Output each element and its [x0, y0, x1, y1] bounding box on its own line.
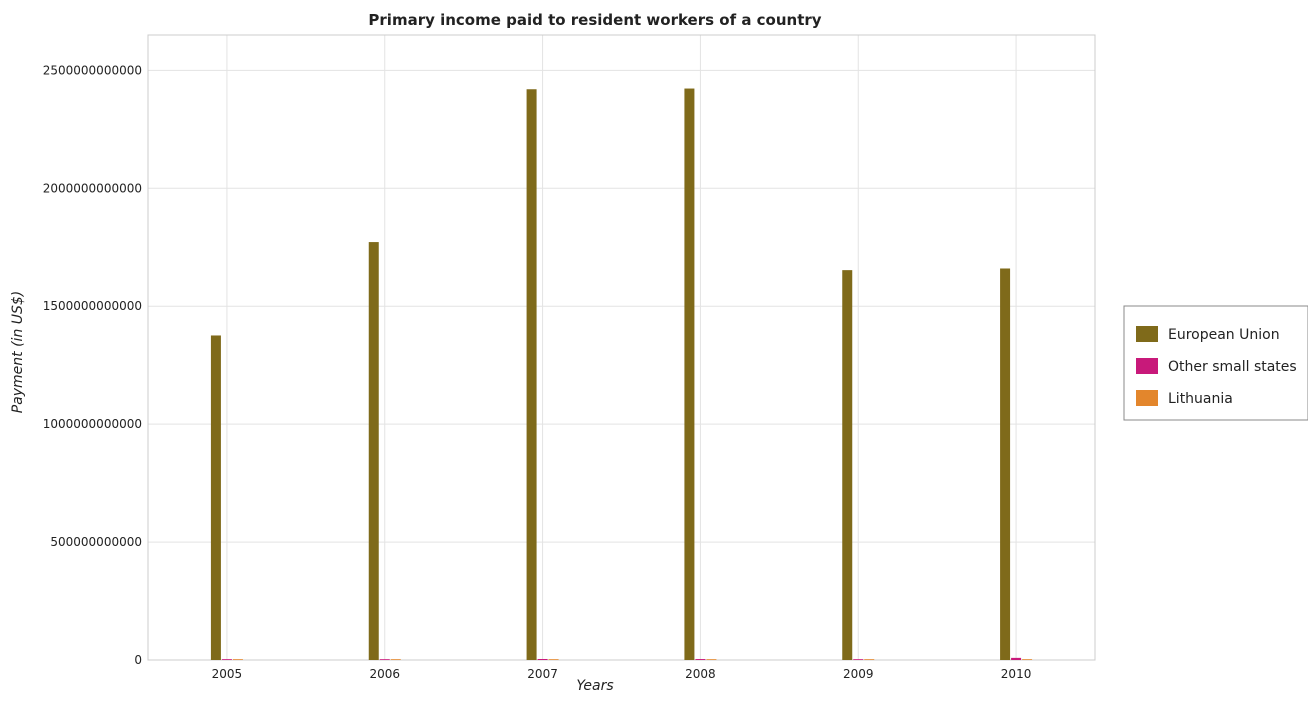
- y-tick-label: 2000000000000: [43, 181, 142, 195]
- bar-european-union-2010: [1000, 268, 1011, 660]
- bar-lithuania-2005: [232, 659, 243, 660]
- y-tick-label: 1000000000000: [43, 417, 142, 431]
- bar-european-union-2008: [684, 88, 695, 661]
- bars: [210, 88, 1033, 661]
- grid: [148, 35, 1095, 661]
- legend-swatch: [1136, 326, 1158, 342]
- bar-lithuania-2006: [390, 659, 401, 660]
- legend-label: Lithuania: [1168, 391, 1233, 407]
- legend-swatch: [1136, 390, 1158, 406]
- bar-lithuania-2008: [706, 659, 717, 660]
- x-tick-label: 2009: [843, 667, 874, 681]
- y-tick-label: 500000000000: [50, 535, 142, 549]
- legend-swatch: [1136, 358, 1158, 374]
- bar-european-union-2007: [526, 89, 537, 660]
- x-tick-label: 2010: [1001, 667, 1032, 681]
- x-tick-label: 2006: [369, 667, 400, 681]
- plot-area: [147, 34, 1096, 661]
- x-axis-label: Years: [576, 678, 613, 694]
- bar-other-small-states-2010: [1011, 657, 1022, 660]
- y-tick-label: 0: [134, 653, 142, 667]
- y-axis-label: Payment (in US$): [10, 291, 26, 414]
- bar-other-small-states-2006: [379, 659, 390, 660]
- legend-label: Other small states: [1168, 359, 1297, 375]
- y-tick-label: 1500000000000: [43, 299, 142, 313]
- x-tick-label: 2005: [212, 667, 243, 681]
- legend-label: European Union: [1168, 327, 1280, 343]
- bar-european-union-2006: [368, 242, 379, 660]
- y-axis: 0 500000000000 1000000000000 1500000000000 2…: [43, 63, 142, 667]
- bar-lithuania-2007: [548, 659, 559, 660]
- chart-title: Primary income paid to resident workers …: [368, 11, 821, 29]
- legend: European Union Other small states Lithuani…: [1123, 305, 1308, 421]
- bar-lithuania-2009: [864, 659, 875, 660]
- x-tick-label: 2007: [527, 667, 558, 681]
- x-axis: 2005 2006 2007 2008 2009 2010: [212, 667, 1032, 681]
- bar-lithuania-2010: [1022, 659, 1033, 660]
- y-tick-label: 2500000000000: [43, 63, 142, 77]
- bar-european-union-2009: [842, 270, 853, 660]
- bar-other-small-states-2005: [221, 659, 232, 660]
- x-tick-label: 2008: [685, 667, 716, 681]
- bar-other-small-states-2009: [853, 659, 864, 660]
- bar-european-union-2005: [210, 335, 221, 660]
- bar-other-small-states-2007: [537, 659, 548, 660]
- bar-other-small-states-2008: [695, 659, 706, 660]
